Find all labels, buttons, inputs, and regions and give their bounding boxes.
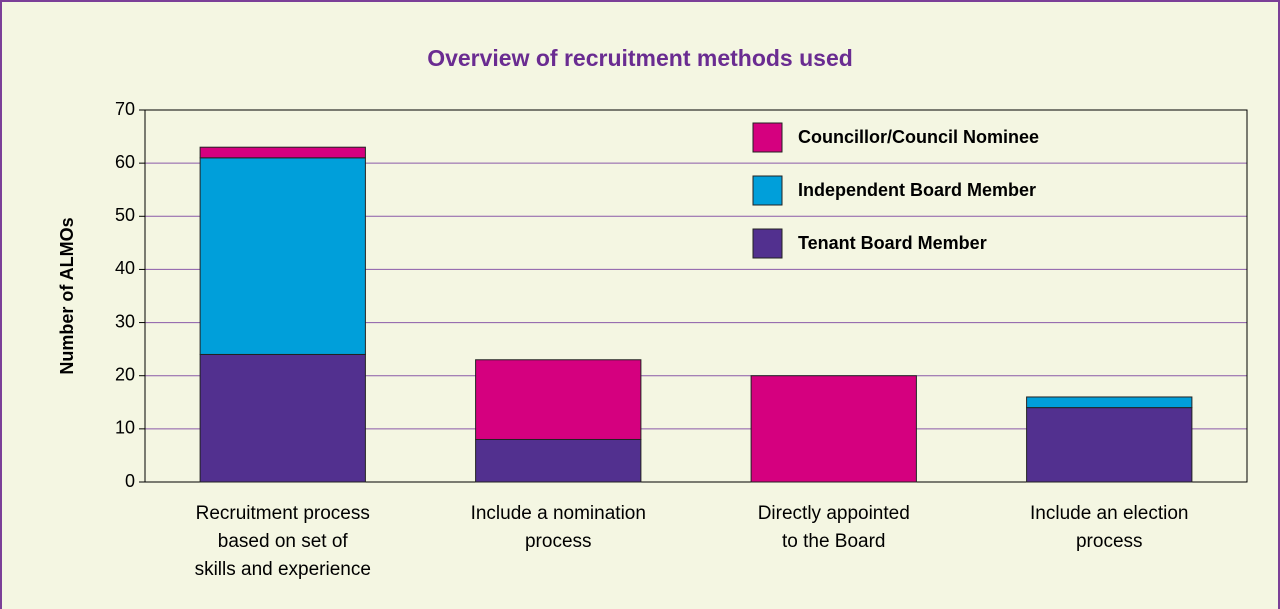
legend-label: Tenant Board Member: [798, 233, 987, 253]
x-tick-label: Include an election process: [1030, 503, 1189, 552]
y-tick-label: 40: [115, 258, 135, 278]
bar-segment: [199, 146, 366, 159]
legend-label: Councillor/Council Nominee: [798, 127, 1039, 147]
x-tick-label: Recruitment process based on set of skil…: [194, 503, 371, 580]
legend-swatch: [752, 122, 783, 153]
y-tick-label: 30: [115, 311, 135, 331]
y-tick-label: 20: [115, 364, 135, 384]
y-tick-label: 50: [115, 205, 135, 225]
y-tick-label: 70: [115, 99, 135, 119]
chart-title: Overview of recruitment methods used: [427, 45, 853, 71]
plot-border: [144, 109, 1248, 483]
legend-swatch: [752, 228, 783, 259]
bar-segment: [199, 353, 366, 483]
x-tick-label: Include a nomination process: [470, 503, 646, 552]
bar-segment: [1026, 396, 1193, 409]
bar-segment: [1026, 407, 1193, 483]
bar-segment: [750, 375, 917, 483]
bar-segment: [475, 438, 642, 483]
bar-segment: [199, 157, 366, 355]
legend-label: Independent Board Member: [798, 180, 1036, 200]
legend-swatch: [752, 175, 783, 206]
x-tick-label: Directly appointed to the Board: [757, 503, 910, 552]
y-axis-label: Number of ALMOs: [57, 217, 77, 374]
bar-segment: [475, 359, 642, 440]
y-tick-label: 10: [115, 418, 135, 438]
y-tick-label: 0: [125, 471, 135, 491]
y-tick-label: 60: [115, 152, 135, 172]
